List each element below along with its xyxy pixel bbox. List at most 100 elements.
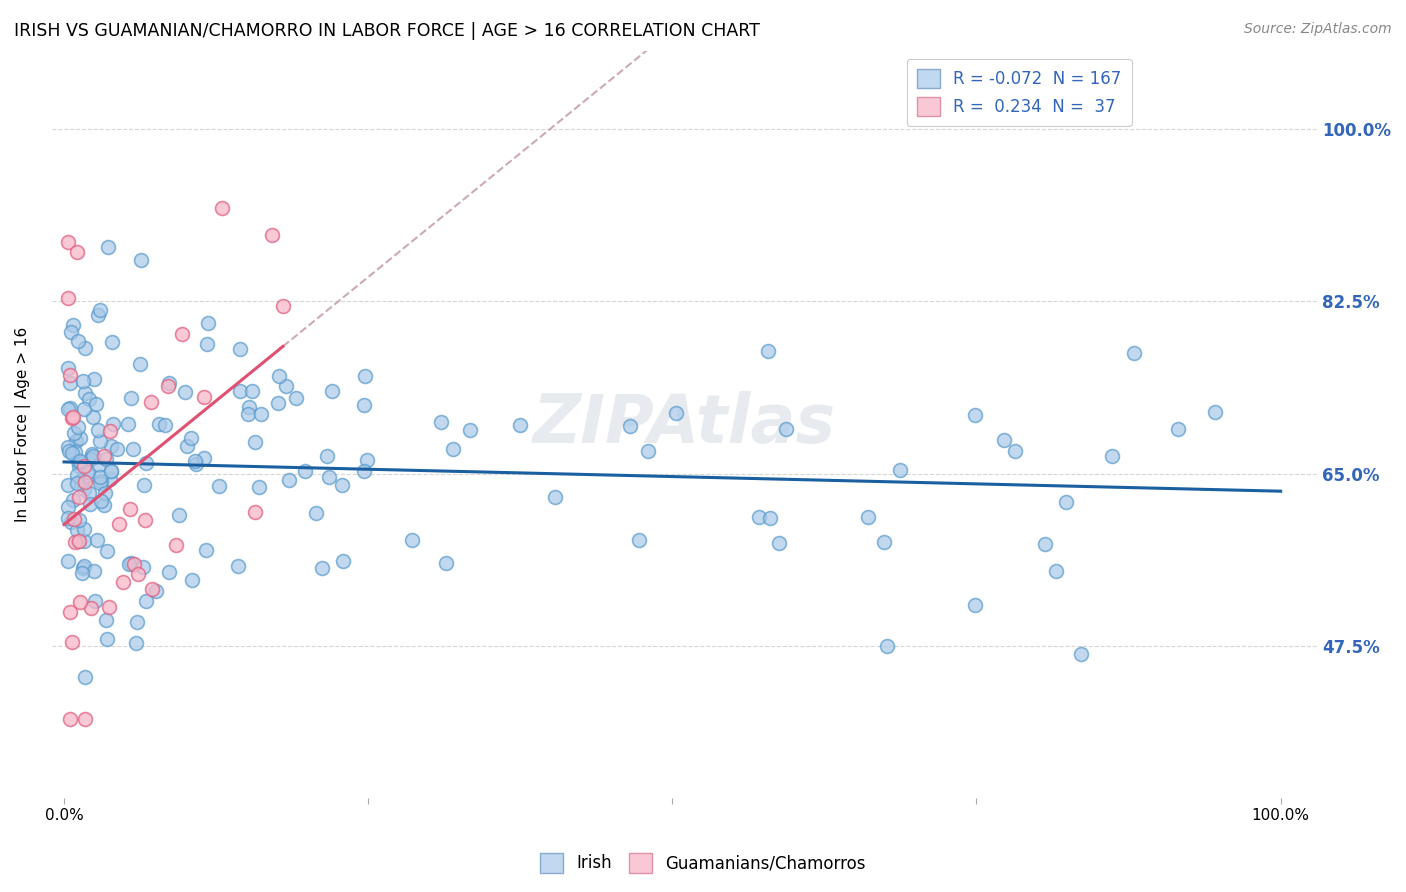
Point [118, 557, 141, 571]
Point [1167, 422, 1189, 436]
Point [153, 418, 176, 433]
Point [180, 431, 202, 445]
Point [544, 490, 567, 504]
Point [83, 564, 105, 578]
Point [80, 447, 103, 461]
Point [66, 454, 89, 468]
Point [63, 425, 86, 440]
Point [63, 535, 86, 549]
Y-axis label: In Labor Force | Age > 16: In Labor Force | Age > 16 [15, 326, 31, 522]
Point [132, 478, 155, 492]
Point [240, 384, 263, 399]
Point [62, 410, 84, 425]
Point [250, 407, 273, 421]
Point [1004, 444, 1026, 458]
Point [82, 409, 104, 424]
Point [353, 464, 375, 478]
Point [509, 417, 531, 432]
Point [83, 372, 105, 386]
Point [208, 479, 231, 493]
Point [100, 472, 122, 486]
Point [441, 442, 464, 457]
Point [56, 361, 79, 376]
Point [66, 467, 89, 482]
Point [135, 594, 157, 608]
Point [56, 440, 79, 454]
Point [101, 417, 124, 431]
Point [67, 534, 90, 549]
Point [305, 506, 328, 520]
Point [619, 419, 641, 434]
Point [59, 712, 82, 726]
Point [120, 391, 142, 405]
Point [94, 486, 117, 500]
Point [748, 509, 770, 524]
Point [66, 244, 89, 259]
Point [70, 473, 93, 487]
Point [56, 235, 79, 250]
Point [637, 444, 659, 458]
Point [229, 384, 252, 399]
Point [58, 444, 80, 458]
Point [67, 533, 90, 548]
Point [73, 559, 96, 574]
Point [77, 392, 100, 406]
Point [1101, 449, 1123, 463]
Point [73, 483, 96, 497]
Point [56, 401, 79, 416]
Point [118, 502, 141, 516]
Point [69, 431, 91, 445]
Point [77, 467, 100, 482]
Text: IRISH VS GUAMANIAN/CHAMORRO IN LABOR FORCE | AGE > 16 CORRELATION CHART: IRISH VS GUAMANIAN/CHAMORRO IN LABOR FOR… [14, 22, 759, 40]
Point [67, 513, 90, 527]
Point [62, 492, 84, 507]
Point [105, 442, 128, 456]
Point [100, 464, 122, 478]
Point [129, 253, 152, 268]
Point [87, 458, 110, 472]
Point [59, 605, 82, 619]
Point [98, 599, 121, 614]
Point [226, 558, 249, 573]
Point [193, 451, 215, 466]
Point [159, 566, 181, 580]
Point [58, 368, 80, 382]
Point [195, 336, 218, 351]
Point [107, 517, 129, 532]
Point [965, 599, 987, 613]
Point [117, 417, 139, 432]
Point [82, 449, 104, 463]
Point [60, 446, 83, 460]
Point [756, 344, 779, 359]
Point [111, 574, 134, 589]
Point [141, 582, 163, 596]
Point [59, 376, 82, 390]
Point [665, 406, 688, 420]
Point [238, 400, 260, 414]
Point [93, 498, 115, 512]
Point [184, 454, 207, 468]
Point [69, 454, 91, 468]
Point [167, 508, 190, 522]
Point [759, 511, 782, 525]
Point [58, 553, 80, 567]
Point [181, 573, 204, 587]
Point [56, 478, 79, 492]
Point [124, 557, 146, 571]
Point [429, 415, 451, 429]
Point [170, 326, 193, 341]
Point [174, 384, 197, 399]
Point [96, 632, 118, 646]
Point [69, 490, 91, 504]
Point [157, 376, 180, 390]
Point [72, 560, 94, 574]
Point [56, 291, 79, 305]
Point [197, 316, 219, 330]
Point [876, 639, 898, 653]
Point [134, 513, 156, 527]
Point [165, 538, 187, 552]
Point [98, 424, 121, 438]
Point [65, 434, 87, 448]
Point [195, 543, 218, 558]
Point [80, 450, 103, 464]
